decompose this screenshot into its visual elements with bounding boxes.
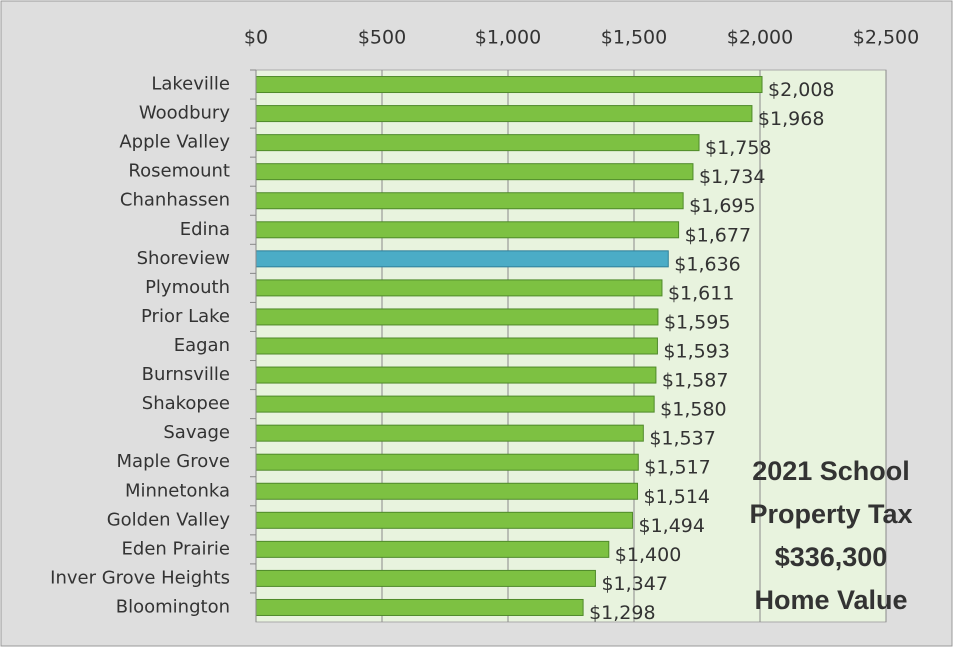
x-tick-label: $1,500 xyxy=(601,27,667,49)
bar xyxy=(255,337,658,355)
data-label: $1,758 xyxy=(705,137,771,159)
data-label: $1,968 xyxy=(758,108,824,130)
x-tick-label: $2,000 xyxy=(727,27,793,49)
data-label: $1,514 xyxy=(644,486,710,508)
y-tick-label: Apple Valley xyxy=(119,132,230,153)
y-tick-label: Inver Grove Heights xyxy=(50,567,230,588)
x-tick-label: $500 xyxy=(358,27,406,49)
y-tick-label: Lakeville xyxy=(151,74,230,95)
data-label: $1,517 xyxy=(644,457,710,479)
y-tick-label: Eagan xyxy=(174,335,230,356)
bar xyxy=(255,134,700,152)
bar xyxy=(255,511,633,529)
y-tick-label: Woodbury xyxy=(139,103,230,124)
data-label: $1,593 xyxy=(663,341,729,363)
data-label: $1,347 xyxy=(601,573,667,595)
bar xyxy=(255,424,644,442)
bar xyxy=(255,569,596,587)
annotation: $336,300 xyxy=(775,542,888,572)
data-label: $1,595 xyxy=(664,311,730,333)
bar xyxy=(255,598,584,616)
bar xyxy=(255,279,663,297)
data-label: $1,537 xyxy=(649,428,715,450)
bar xyxy=(255,192,684,210)
data-label: $1,298 xyxy=(589,602,655,624)
y-tick-label: Maple Grove xyxy=(117,451,230,472)
y-tick-label: Rosemount xyxy=(128,161,230,182)
annotation: 2021 School xyxy=(752,456,910,486)
data-label: $1,734 xyxy=(699,166,765,188)
annotation: Property Tax xyxy=(749,499,912,529)
data-label: $2,008 xyxy=(768,79,834,101)
data-label: $1,580 xyxy=(660,399,726,421)
data-label: $1,587 xyxy=(662,370,728,392)
y-tick-label: Prior Lake xyxy=(141,306,230,327)
bar xyxy=(255,163,694,181)
y-tick-label: Golden Valley xyxy=(107,509,231,530)
bar xyxy=(255,482,639,500)
y-tick-label: Savage xyxy=(163,422,230,443)
data-label: $1,636 xyxy=(674,253,740,275)
x-tick-label: $0 xyxy=(244,27,268,49)
y-tick-label: Shoreview xyxy=(137,248,230,269)
bar xyxy=(255,540,610,558)
annotation: Home Value xyxy=(754,585,907,615)
x-tick-label: $2,500 xyxy=(853,27,919,49)
y-tick-label: Eden Prairie xyxy=(122,538,230,559)
bar xyxy=(255,76,763,94)
y-tick-label: Shakopee xyxy=(142,393,230,414)
x-tick-label: $1,000 xyxy=(475,27,541,49)
y-tick-label: Bloomington xyxy=(116,596,230,617)
data-label: $1,494 xyxy=(638,515,704,537)
data-label: $1,677 xyxy=(685,224,751,246)
y-tick-label: Chanhassen xyxy=(120,190,230,211)
y-tick-label: Edina xyxy=(180,219,230,240)
y-tick-label: Burnsville xyxy=(142,364,230,385)
data-label: $1,611 xyxy=(668,282,734,304)
bar xyxy=(255,221,680,239)
bar xyxy=(255,308,659,326)
bar xyxy=(255,105,753,123)
bar xyxy=(255,395,655,413)
y-tick-label: Minnetonka xyxy=(125,480,230,501)
bar xyxy=(255,250,669,268)
bar xyxy=(255,366,657,384)
y-tick-label: Plymouth xyxy=(145,277,230,298)
data-label: $1,400 xyxy=(615,544,681,566)
bar xyxy=(255,453,639,471)
data-label: $1,695 xyxy=(689,195,755,217)
